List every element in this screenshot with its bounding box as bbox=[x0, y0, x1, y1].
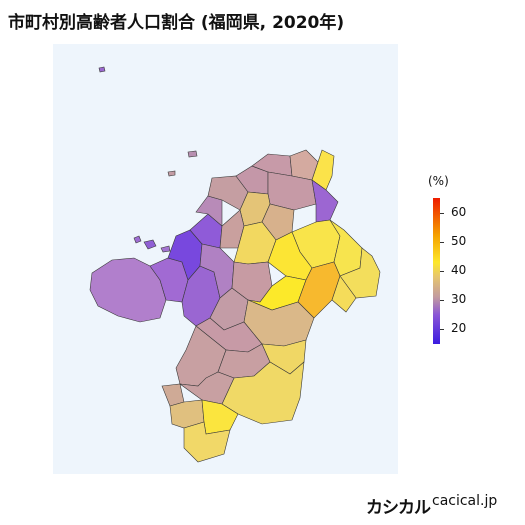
legend-tick-label: 20 bbox=[451, 321, 467, 335]
legend-tick-mark bbox=[440, 271, 444, 272]
island-genkai bbox=[143, 239, 157, 250]
legend-tick-mark bbox=[440, 329, 444, 330]
brand-logo: カシカル bbox=[366, 498, 431, 518]
legend-tick-label: 40 bbox=[451, 263, 467, 277]
legend-tick-mark bbox=[440, 242, 444, 243]
legend-tick-mark bbox=[440, 300, 444, 301]
region-yoshitomi bbox=[331, 275, 357, 313]
legend-tick-label: 60 bbox=[451, 205, 467, 219]
island-nokonoshima bbox=[160, 245, 171, 253]
legend-unit-label: (%) bbox=[428, 174, 449, 188]
fukuoka-choropleth-map bbox=[89, 66, 381, 463]
legend-tick-label: 50 bbox=[451, 234, 467, 248]
region-omuta bbox=[183, 421, 231, 463]
island-ainoshima bbox=[167, 170, 176, 177]
legend-tick-mark bbox=[440, 213, 444, 214]
region-fukutsu bbox=[195, 195, 223, 227]
brand-domain-link[interactable]: cacical.jp bbox=[432, 493, 498, 509]
page-title: 市町村別高齢者人口割合 (福岡県, 2020年) bbox=[8, 13, 345, 33]
region-buzen bbox=[339, 247, 381, 299]
legend-tick-label: 30 bbox=[451, 292, 467, 306]
island-oshima bbox=[187, 150, 198, 158]
legend-colorbar bbox=[433, 198, 440, 344]
region-itoshima bbox=[89, 257, 167, 323]
island-shikanoshima bbox=[133, 235, 142, 244]
island-okinoshima bbox=[98, 66, 106, 73]
